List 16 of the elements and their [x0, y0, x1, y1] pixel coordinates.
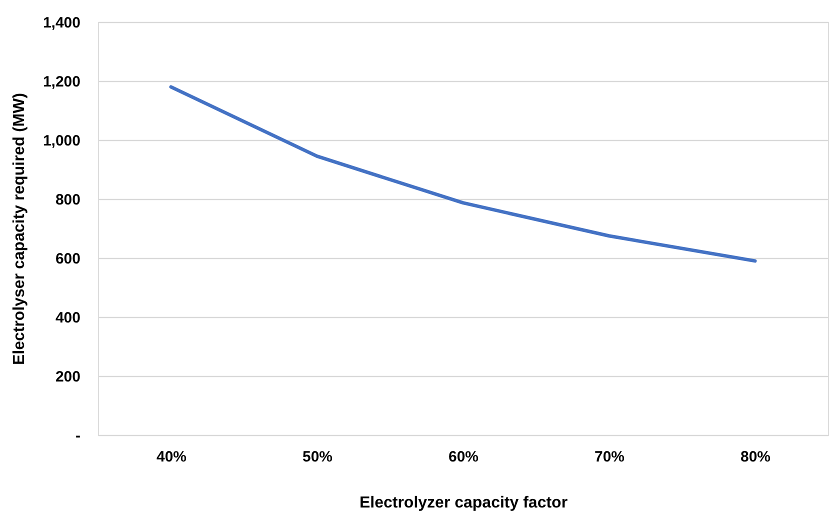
y-tick-label: 1,400 [42, 14, 80, 32]
y-tick-label: 600 [55, 250, 80, 268]
x-tick-label: 70% [594, 448, 625, 466]
y-tick-label: 1,000 [42, 132, 80, 150]
x-tick-label: 40% [156, 448, 187, 466]
y-tick-label: 200 [55, 368, 80, 386]
x-tick-label: 60% [448, 448, 479, 466]
line-series [169, 85, 757, 263]
y-axis-title: Electrolyser capacity required (MW) [10, 92, 28, 366]
x-axis-title: Electrolyzer capacity factor [359, 494, 568, 512]
y-tick-label: - [76, 428, 80, 444]
y-tick-label: 800 [55, 192, 80, 208]
x-tick-label: 50% [302, 448, 333, 466]
x-tick-label: 80% [740, 448, 771, 466]
y-tick-label: 400 [55, 310, 80, 326]
y-tick-label: 1,200 [42, 74, 80, 90]
